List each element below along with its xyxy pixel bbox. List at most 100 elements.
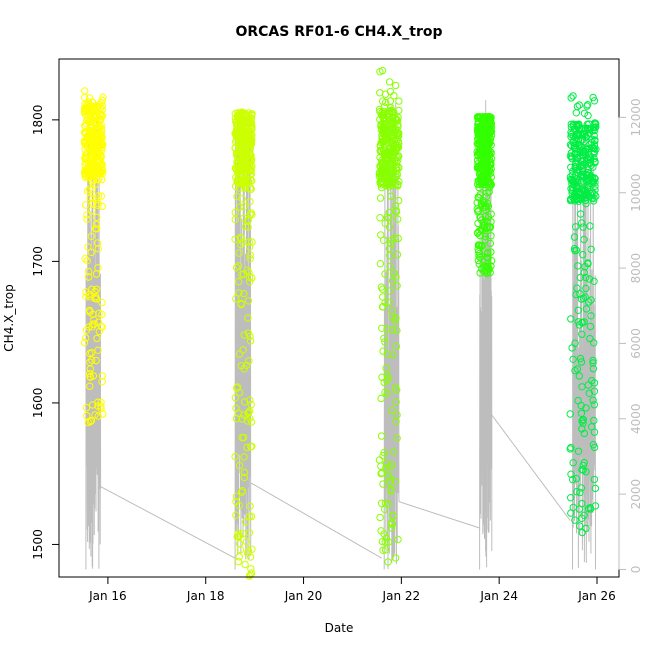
data-point xyxy=(82,201,90,209)
data-point xyxy=(380,530,388,538)
data-point xyxy=(381,270,389,278)
data-point xyxy=(385,223,394,231)
data-point xyxy=(582,273,590,282)
data-point xyxy=(383,213,391,222)
data-point xyxy=(473,205,481,213)
data-point xyxy=(388,520,396,529)
data-point xyxy=(579,419,587,427)
data-point xyxy=(377,499,386,507)
data-point xyxy=(245,273,254,281)
data-point xyxy=(87,145,95,154)
altitude-transit-0 xyxy=(100,486,236,559)
data-point xyxy=(235,289,243,297)
data-point xyxy=(87,232,96,241)
data-point xyxy=(475,252,483,260)
data-point xyxy=(379,546,387,554)
data-point xyxy=(590,97,599,105)
data-point xyxy=(92,356,100,365)
data-point xyxy=(98,298,106,307)
data-point xyxy=(385,78,394,86)
data-point xyxy=(579,415,588,424)
data-point xyxy=(85,185,94,193)
data-point xyxy=(87,123,95,132)
data-point xyxy=(585,389,593,397)
data-point xyxy=(588,188,596,196)
data-point xyxy=(236,184,244,193)
data-point xyxy=(90,320,99,328)
data-point xyxy=(567,315,575,323)
data-point xyxy=(234,557,243,566)
data-point xyxy=(566,410,574,418)
data-point xyxy=(392,208,401,216)
data-point xyxy=(82,137,91,146)
data-point xyxy=(99,410,107,418)
data-point xyxy=(392,115,400,124)
axes: Jan 16 Jan 18 Jan 20 Jan 22 Jan 24 Jan 26 1500… xyxy=(31,98,643,603)
data-point xyxy=(235,138,244,146)
data-point xyxy=(246,210,254,219)
data-point xyxy=(388,313,397,321)
data-point xyxy=(377,231,385,239)
data-point xyxy=(243,166,251,175)
data-point xyxy=(238,195,246,203)
data-point xyxy=(240,290,248,298)
data-point xyxy=(586,222,594,230)
data-point xyxy=(389,159,397,168)
data-point xyxy=(81,154,89,162)
data-point xyxy=(246,332,254,341)
data-point xyxy=(585,126,593,134)
data-point xyxy=(244,409,252,418)
data-point xyxy=(590,155,598,163)
data-point xyxy=(393,282,401,290)
data-point xyxy=(87,248,96,257)
data-point xyxy=(480,133,489,141)
data-point xyxy=(83,215,91,223)
data-point xyxy=(380,334,388,342)
data-point xyxy=(573,365,582,373)
data-point xyxy=(233,532,241,541)
data-point xyxy=(247,512,256,521)
data-point xyxy=(386,97,395,105)
data-point xyxy=(241,560,249,569)
data-point xyxy=(589,356,597,365)
data-point xyxy=(381,298,389,307)
data-point xyxy=(92,225,101,233)
data-point xyxy=(590,416,598,425)
data-point xyxy=(379,159,388,167)
data-point xyxy=(232,498,240,506)
data-point xyxy=(474,248,483,256)
data-point xyxy=(586,322,595,331)
data-point xyxy=(579,129,587,138)
data-point xyxy=(574,318,583,326)
data-point xyxy=(483,217,491,225)
data-point xyxy=(587,296,595,304)
data-point xyxy=(82,403,91,412)
data-point xyxy=(245,357,253,365)
data-point xyxy=(576,354,585,363)
data-point xyxy=(84,136,92,144)
data-point xyxy=(589,93,597,102)
data-point xyxy=(387,106,395,115)
data-point xyxy=(590,443,599,452)
data-point xyxy=(482,193,490,201)
data-point xyxy=(93,103,102,111)
data-point xyxy=(246,414,254,422)
y2-tick-label: 10000 xyxy=(629,174,643,212)
data-point xyxy=(479,113,487,121)
data-point xyxy=(235,553,243,561)
data-point xyxy=(569,355,577,363)
data-point xyxy=(391,81,400,90)
x-tick-label: Jan 20 xyxy=(284,589,323,603)
data-point xyxy=(382,134,391,142)
data-point xyxy=(238,156,247,165)
data-point xyxy=(382,459,391,467)
data-point xyxy=(483,253,491,262)
data-point xyxy=(231,235,239,244)
data-point xyxy=(381,388,389,396)
data-point xyxy=(483,189,491,197)
data-point xyxy=(584,505,593,513)
data-point xyxy=(487,262,495,270)
data-point xyxy=(95,165,103,173)
data-point xyxy=(574,262,582,270)
